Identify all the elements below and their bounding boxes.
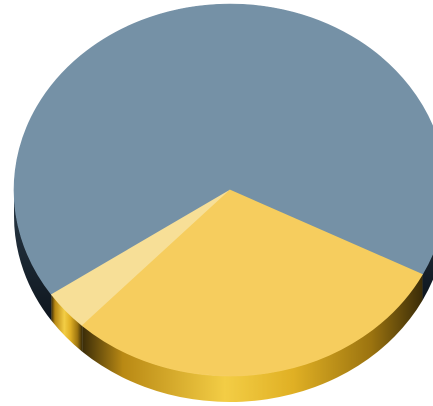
pie-slice-0[interactable] — [13, 3, 433, 295]
pie-top — [13, 3, 433, 377]
pie-depth — [14, 190, 433, 402]
pie-slice-2[interactable] — [81, 189, 423, 377]
pie-side-0 — [422, 253, 433, 301]
pie-side-1 — [51, 294, 83, 352]
pie-side-2 — [82, 274, 423, 402]
pie-side-0 — [14, 190, 52, 321]
